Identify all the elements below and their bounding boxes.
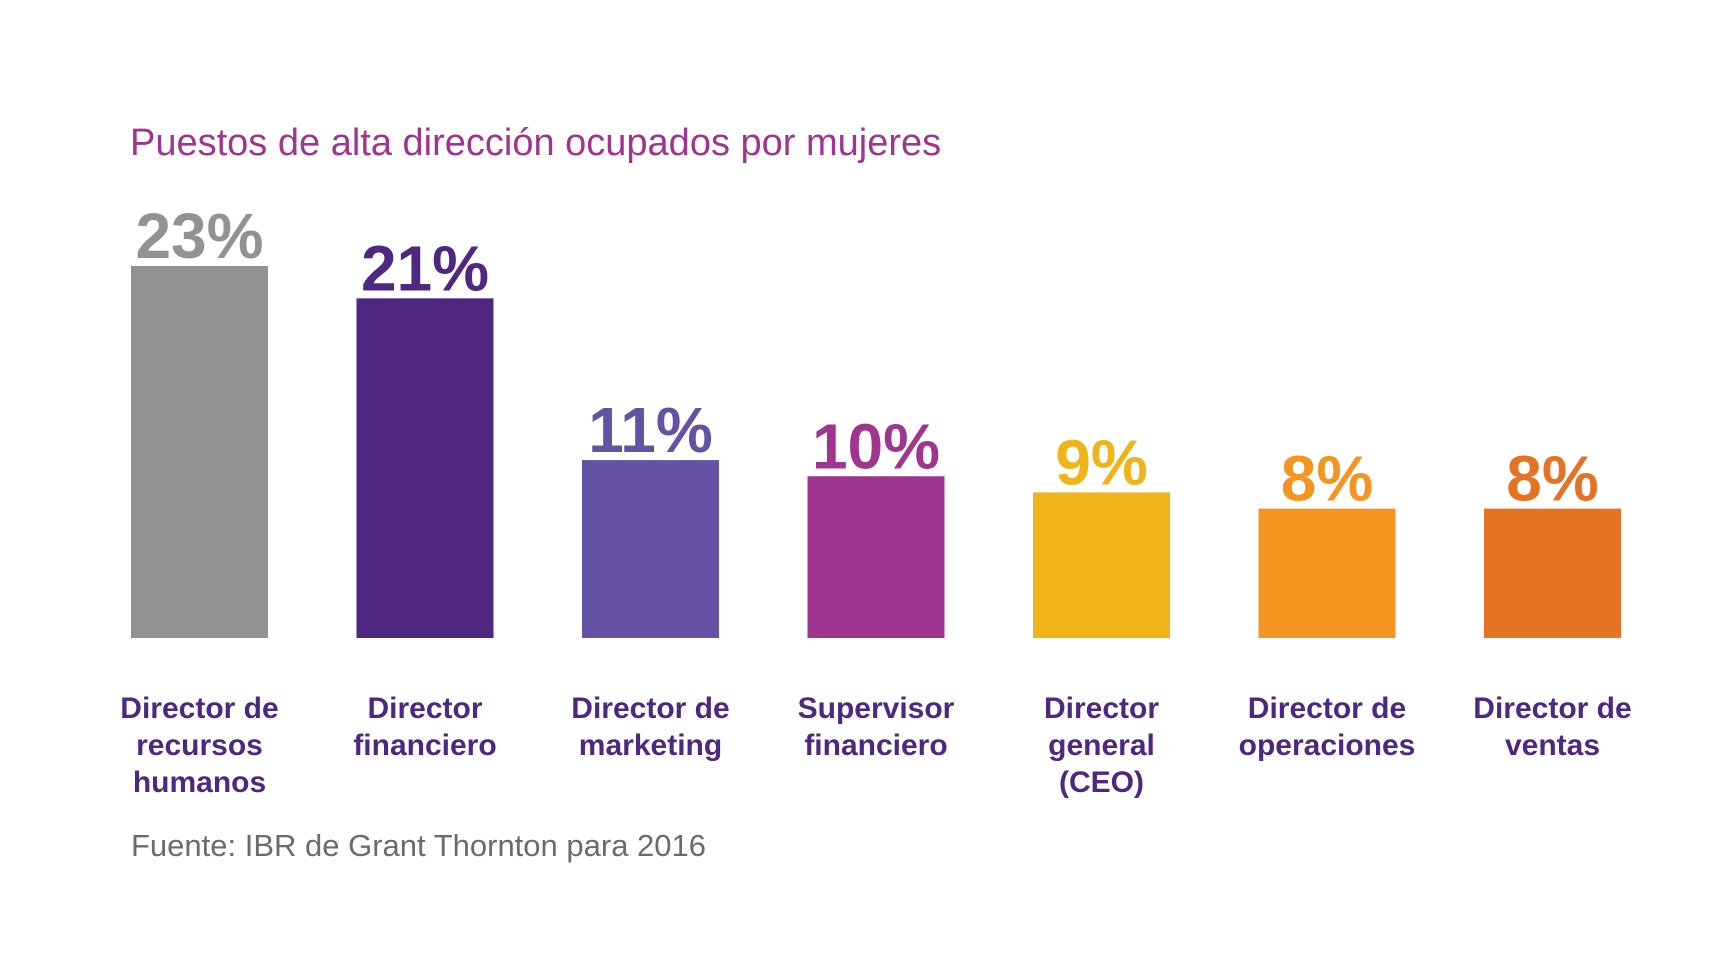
category-label-line: ventas <box>1504 729 1601 762</box>
bar-1 <box>356 298 494 638</box>
category-label-line: Director de <box>1247 692 1407 725</box>
category-label-line: financiero <box>353 729 497 762</box>
category-label-line: Director <box>367 692 483 725</box>
category-label-4: Director general (CEO) <box>992 690 1212 801</box>
category-label-line: recursos <box>136 729 263 762</box>
category-label-line: general <box>1048 729 1155 762</box>
category-label-1: Director financiero <box>315 690 535 764</box>
value-label-0: 23% <box>135 200 263 272</box>
value-label-5: 8% <box>1281 443 1374 515</box>
category-label-6: Director de ventas <box>1443 690 1663 764</box>
value-label-4: 9% <box>1055 426 1148 498</box>
category-label-3: Supervisor financiero <box>766 690 986 764</box>
value-label-3: 10% <box>812 410 940 482</box>
bar-5 <box>1258 508 1396 638</box>
value-label-2: 11% <box>588 394 713 466</box>
category-label-5: Director de operaciones <box>1217 690 1437 764</box>
bar-6 <box>1484 508 1621 638</box>
bar-2 <box>582 460 719 638</box>
chart-title: Puestos de alta dirección ocupados por m… <box>130 122 942 164</box>
category-label-line: Director de <box>571 692 730 725</box>
category-label-line: financiero <box>804 729 948 762</box>
value-label-1: 21% <box>361 232 489 304</box>
category-label-line: (CEO) <box>1059 766 1144 799</box>
value-label-6: 8% <box>1506 443 1599 515</box>
category-label-line: marketing <box>578 729 723 762</box>
category-label-line: operaciones <box>1238 729 1416 762</box>
category-label-2: Director de marketing <box>541 690 761 764</box>
category-label-line: Supervisor <box>797 692 955 725</box>
category-label-line: Director de <box>1473 692 1632 725</box>
category-label-0: Director de recursos humanos <box>90 690 310 801</box>
source-note: Fuente: IBR de Grant Thornton para 2016 <box>131 828 707 863</box>
bar-4 <box>1033 492 1170 638</box>
category-label-line: humanos <box>132 766 267 799</box>
category-label-line: Director <box>1043 692 1160 725</box>
bar-3 <box>807 476 945 638</box>
bar-0 <box>131 266 268 638</box>
category-label-line: Director de <box>120 692 279 725</box>
